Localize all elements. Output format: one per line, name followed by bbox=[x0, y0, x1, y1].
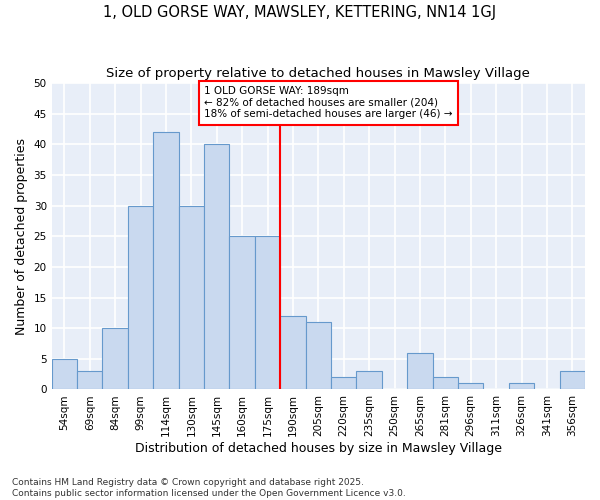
Bar bbox=[331, 377, 356, 390]
Text: Contains HM Land Registry data © Crown copyright and database right 2025.
Contai: Contains HM Land Registry data © Crown c… bbox=[12, 478, 406, 498]
Bar bbox=[407, 352, 433, 390]
Bar bbox=[509, 384, 534, 390]
Bar bbox=[103, 328, 128, 390]
Bar bbox=[52, 359, 77, 390]
Text: 1, OLD GORSE WAY, MAWSLEY, KETTERING, NN14 1GJ: 1, OLD GORSE WAY, MAWSLEY, KETTERING, NN… bbox=[103, 5, 497, 20]
Y-axis label: Number of detached properties: Number of detached properties bbox=[15, 138, 28, 335]
Bar bbox=[255, 236, 280, 390]
Bar bbox=[433, 377, 458, 390]
Bar bbox=[458, 384, 484, 390]
Bar bbox=[305, 322, 331, 390]
Bar bbox=[77, 371, 103, 390]
Bar bbox=[128, 206, 153, 390]
Text: 1 OLD GORSE WAY: 189sqm
← 82% of detached houses are smaller (204)
18% of semi-d: 1 OLD GORSE WAY: 189sqm ← 82% of detache… bbox=[204, 86, 452, 120]
Bar bbox=[153, 132, 179, 390]
X-axis label: Distribution of detached houses by size in Mawsley Village: Distribution of detached houses by size … bbox=[135, 442, 502, 455]
Bar bbox=[356, 371, 382, 390]
Bar bbox=[179, 206, 204, 390]
Bar bbox=[280, 316, 305, 390]
Bar bbox=[560, 371, 585, 390]
Title: Size of property relative to detached houses in Mawsley Village: Size of property relative to detached ho… bbox=[106, 68, 530, 80]
Bar bbox=[229, 236, 255, 390]
Bar bbox=[204, 144, 229, 390]
